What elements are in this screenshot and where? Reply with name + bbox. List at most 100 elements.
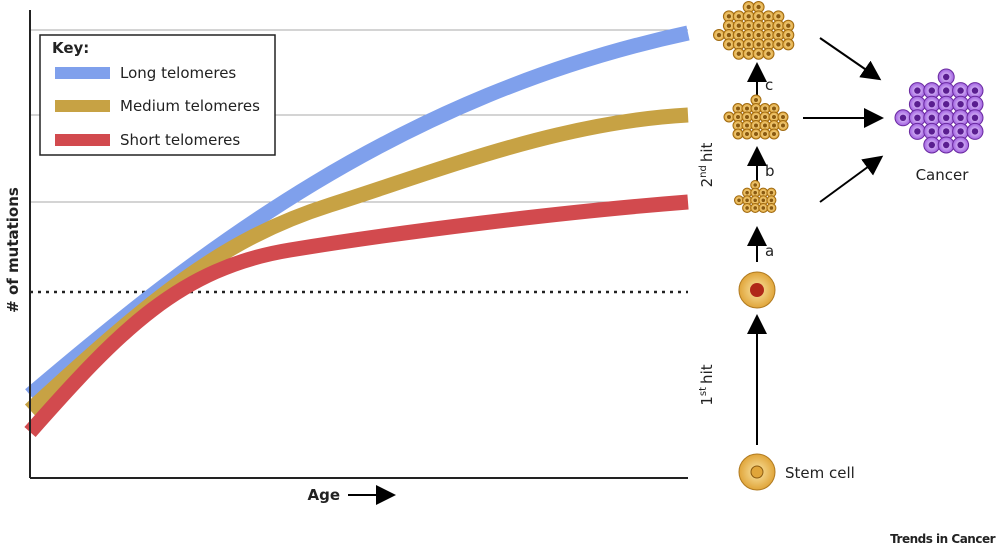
nucleus xyxy=(753,190,757,195)
nucleus xyxy=(776,14,781,19)
nucleus xyxy=(772,115,776,119)
cancer-label: Cancer xyxy=(916,166,970,184)
nucleus xyxy=(756,23,761,28)
nucleus xyxy=(737,198,741,203)
nucleus xyxy=(766,42,771,47)
y-axis-label: # of mutations xyxy=(4,187,22,313)
nucleus xyxy=(745,106,749,111)
nucleus xyxy=(928,101,935,108)
nucleus xyxy=(971,128,979,135)
nucleus xyxy=(745,123,749,128)
nucleus xyxy=(754,132,758,136)
nucleus xyxy=(745,115,749,119)
nucleus xyxy=(772,123,776,128)
nucleus xyxy=(753,198,757,203)
nucleus xyxy=(756,51,761,56)
hit-word: hit xyxy=(698,142,716,162)
nucleus xyxy=(716,32,722,38)
legend-item: Long telomeres xyxy=(120,64,236,82)
nucleus xyxy=(746,4,751,10)
nucleus xyxy=(753,183,757,187)
nucleus xyxy=(736,23,741,28)
step-label: c xyxy=(765,76,773,94)
nucleus xyxy=(736,106,740,111)
nucleus xyxy=(971,101,979,108)
hit-number: 1 xyxy=(698,396,716,406)
nucleus xyxy=(736,51,741,56)
legend-item: Medium telomeres xyxy=(120,97,260,115)
nucleus xyxy=(772,132,776,136)
nucleus xyxy=(750,465,764,479)
nucleus xyxy=(928,114,935,122)
nucleus xyxy=(943,128,950,135)
hit-number: 2 xyxy=(698,178,716,188)
axes xyxy=(29,10,688,479)
nucleus xyxy=(781,115,785,119)
step-label: b xyxy=(765,162,775,180)
nucleus xyxy=(766,32,771,38)
nucleus xyxy=(763,123,767,128)
nucleus xyxy=(726,32,732,38)
nucleus xyxy=(914,114,921,122)
nucleus xyxy=(736,115,740,119)
nucleus xyxy=(754,98,758,102)
nucleus xyxy=(763,132,767,136)
nucleus xyxy=(726,14,732,19)
nucleus xyxy=(769,206,774,210)
nucleus xyxy=(957,128,964,135)
hit-word: hit xyxy=(698,364,716,384)
footer: Trends in Cancer xyxy=(890,532,995,546)
nucleus xyxy=(726,23,732,28)
arrows xyxy=(747,37,884,445)
nucleus xyxy=(754,106,758,111)
clusters xyxy=(713,1,984,213)
nucleus xyxy=(971,87,979,94)
nucleus xyxy=(754,115,758,119)
nucleus xyxy=(745,190,749,195)
nucleus xyxy=(745,132,749,136)
nucleus xyxy=(776,32,781,38)
nucleus xyxy=(943,73,950,81)
nucleus xyxy=(745,206,749,210)
nucleus xyxy=(753,206,757,210)
step-label: a xyxy=(765,242,774,260)
nucleus xyxy=(957,101,964,108)
first-hit: 1st hit xyxy=(698,364,716,405)
nucleus xyxy=(756,14,761,19)
nucleus xyxy=(957,114,964,122)
nucleus xyxy=(746,32,751,38)
nucleus xyxy=(971,114,979,122)
nucleus xyxy=(769,198,774,203)
stem-cell-label: Stem cell xyxy=(785,464,855,482)
nucleus xyxy=(786,32,791,38)
nucleus xyxy=(766,14,771,19)
nucleus xyxy=(914,128,921,135)
nucleus xyxy=(736,132,740,136)
nucleus xyxy=(786,42,791,47)
nucleus xyxy=(763,115,767,119)
nucleus xyxy=(957,141,964,149)
nucleus xyxy=(761,190,766,195)
legend-item: Short telomeres xyxy=(120,131,240,149)
nucleus xyxy=(736,42,741,47)
nucleus xyxy=(943,87,950,94)
nucleus xyxy=(727,115,731,119)
nucleus xyxy=(736,14,741,19)
nucleus xyxy=(746,42,751,47)
nucleus xyxy=(928,141,935,149)
nucleus xyxy=(928,87,935,94)
nucleus xyxy=(776,42,781,47)
hit-suffix: nd xyxy=(698,165,709,178)
nucleus xyxy=(914,87,921,94)
nucleus xyxy=(746,14,751,19)
nucleus xyxy=(772,106,776,111)
nucleus xyxy=(726,42,732,47)
nucleus xyxy=(769,190,774,195)
long-curve xyxy=(25,25,690,401)
curves xyxy=(24,25,690,437)
second-hit: 2nd hit xyxy=(698,142,716,187)
nucleus xyxy=(766,51,771,56)
nucleus xyxy=(943,101,950,108)
hit-suffix: st xyxy=(698,387,709,396)
